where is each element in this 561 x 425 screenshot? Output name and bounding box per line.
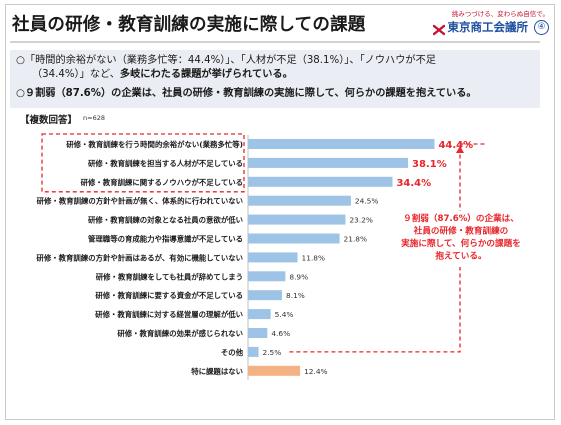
page-title: 社員の研修・教育訓練の実施に際しての課題	[12, 15, 366, 35]
page-number: ④	[534, 19, 549, 35]
data-label: 44.4%	[438, 140, 473, 151]
sample-size-label: n=628	[83, 114, 105, 122]
bar	[248, 139, 435, 149]
highlight-dashed-box	[41, 133, 245, 193]
bar	[248, 346, 259, 357]
bar	[248, 176, 393, 187]
bracket-arrow-icon	[456, 146, 464, 153]
bar	[248, 328, 268, 338]
category-label: 研修・教育訓練の効果が感じられない	[117, 329, 243, 338]
bar	[248, 214, 346, 225]
bar	[248, 252, 298, 263]
data-label: 8.9%	[289, 272, 308, 281]
summary-line-2: （34.4%）」など、多岐にわたる課題が挙げられている。	[32, 68, 293, 82]
summary-line-3: ○９割弱（87.6%）の企業は、社員の研修・教育訓練の実施に際して、何らかの課題…	[16, 88, 477, 99]
bar	[248, 271, 286, 282]
bar	[248, 365, 301, 376]
data-label: 34.4%	[396, 178, 431, 189]
data-label: 5.4%	[275, 310, 294, 319]
data-label: 4.6%	[271, 329, 290, 338]
multiple-answer-label: 【複数回答】	[20, 115, 78, 126]
summary-line-2-a: （34.4%）」など、	[32, 69, 120, 80]
bar	[248, 309, 271, 320]
logo-name: 東京商工会議所	[447, 20, 529, 34]
category-label: 管理職等の育成能力や指導意識が不足している	[88, 235, 243, 244]
data-label: 8.1%	[286, 291, 305, 300]
tcci-mark-icon	[432, 21, 445, 36]
data-label: 23.2%	[349, 216, 372, 225]
data-label: 2.5%	[263, 348, 282, 357]
title-divider	[10, 41, 540, 43]
data-label: 21.8%	[344, 235, 367, 244]
category-label: 研修・教育訓練を担当する人材が不足している	[88, 159, 243, 168]
category-label: 研修・教育訓練を行う時間的余裕がない(業務多忙等)	[66, 140, 243, 149]
category-label: 研修・教育訓練の方針や計画が無く、体系的に行われていない	[37, 197, 243, 206]
data-label: 12.4%	[304, 367, 327, 376]
category-label: 研修・教育訓練をしても社員が辞めてしまう	[96, 272, 243, 281]
data-label: 11.8%	[302, 253, 325, 262]
summary-line-2-b: 多岐にわたる課題が挙げられている。	[119, 69, 293, 80]
bar	[248, 233, 340, 244]
callout-text: 実施に際して、何らかの課題を	[401, 237, 521, 249]
logo-brand: 東京商工会議所 ④	[432, 19, 549, 36]
summary-line-1: ○「時間的余裕がない（業務多忙等：44.4%）」、「人材が不足（38.1%）」、…	[16, 55, 436, 66]
bar	[248, 290, 283, 301]
category-label: 特に課題はない	[191, 367, 243, 376]
summary-box: ○「時間的余裕がない（業務多忙等：44.4%）」、「人材が不足（38.1%）」、…	[10, 50, 540, 108]
data-label: 24.5%	[355, 197, 378, 206]
callout-text: ９割弱（87.6%）の企業は、	[403, 212, 519, 224]
logo: 挑みつづける、変わらぬ自信で。 東京商工会議所 ④	[432, 8, 549, 36]
bar	[248, 195, 351, 206]
category-label: 研修・教育訓練の方針や計画はあるが、有効に機能していない	[36, 253, 243, 262]
bar	[248, 157, 409, 168]
category-label: 研修・教育訓練に対する経営層の理解が低い	[95, 310, 243, 319]
callout-text: 抱えている。	[435, 250, 486, 262]
logo-tagline: 挑みつづける、変わらぬ自信で。	[451, 10, 549, 18]
callout-background	[397, 211, 525, 267]
category-label: 研修・教育訓練に要する資金が不足している	[95, 291, 243, 300]
category-label: その他	[221, 348, 244, 357]
callout-text: 社員の研修・教育訓練の	[413, 225, 509, 237]
data-label: 38.1%	[412, 159, 447, 170]
category-label: 研修・教育訓練の対象となる社員の意欲が低い	[88, 216, 243, 225]
category-label: 研修・教育訓練に関するノウハウが不足している	[81, 178, 243, 187]
